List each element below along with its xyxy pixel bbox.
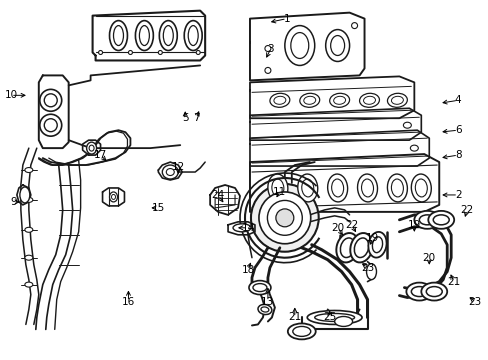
Ellipse shape [25,282,33,287]
Text: 3: 3 [267,44,274,54]
Ellipse shape [287,323,315,339]
Ellipse shape [327,174,347,202]
Ellipse shape [413,211,439,229]
Text: 6: 6 [454,125,461,135]
Text: 20: 20 [330,223,344,233]
Ellipse shape [25,197,33,202]
Text: 19: 19 [407,220,420,230]
Ellipse shape [25,255,33,260]
Ellipse shape [264,45,270,51]
Text: 23: 23 [468,297,481,306]
Ellipse shape [40,89,61,111]
Ellipse shape [299,93,319,107]
Ellipse shape [349,233,372,262]
Ellipse shape [20,187,30,203]
Ellipse shape [159,21,177,50]
Text: 9: 9 [11,197,17,207]
Text: 13: 13 [261,297,274,306]
Ellipse shape [386,174,407,202]
Ellipse shape [351,23,357,28]
Text: 12: 12 [171,162,184,172]
Ellipse shape [109,192,117,202]
Text: 17: 17 [94,150,107,160]
Ellipse shape [264,67,270,73]
Ellipse shape [427,211,453,229]
Ellipse shape [248,280,270,294]
Ellipse shape [409,145,417,151]
Text: 22: 22 [460,205,473,215]
Ellipse shape [269,93,289,107]
Text: 2: 2 [454,190,461,200]
Ellipse shape [336,233,358,262]
Ellipse shape [325,30,349,62]
Ellipse shape [109,21,127,50]
Ellipse shape [403,122,410,128]
Text: 5: 5 [182,113,188,123]
Text: 21: 21 [287,312,301,323]
Ellipse shape [184,21,202,50]
Ellipse shape [233,224,250,232]
Ellipse shape [25,167,33,172]
Text: 25: 25 [323,312,336,323]
Text: 24: 24 [211,190,224,200]
Ellipse shape [421,283,447,301]
Ellipse shape [86,142,96,154]
Text: 1: 1 [283,14,289,24]
Ellipse shape [306,310,361,324]
Ellipse shape [275,209,293,227]
Ellipse shape [367,232,386,258]
Ellipse shape [267,174,287,202]
Text: 15: 15 [151,203,164,213]
Text: 11: 11 [273,187,286,197]
Ellipse shape [297,174,317,202]
Text: 4: 4 [454,95,461,105]
Ellipse shape [128,50,132,54]
Ellipse shape [406,283,431,301]
Text: 10: 10 [4,90,18,100]
Text: 8: 8 [454,150,461,160]
Text: 23: 23 [360,263,373,273]
Ellipse shape [386,93,407,107]
Ellipse shape [250,184,318,252]
Ellipse shape [158,50,162,54]
Ellipse shape [329,93,349,107]
Ellipse shape [259,192,310,244]
Ellipse shape [196,50,200,54]
Ellipse shape [359,93,379,107]
Ellipse shape [25,227,33,232]
Ellipse shape [135,21,153,50]
Text: 14: 14 [241,223,254,233]
Text: 21: 21 [447,276,460,287]
Ellipse shape [99,50,102,54]
Ellipse shape [410,174,430,202]
Text: 7: 7 [192,113,199,123]
Text: 20: 20 [422,253,435,263]
Ellipse shape [258,305,271,315]
Ellipse shape [357,174,377,202]
Text: 22: 22 [344,220,358,230]
Ellipse shape [366,264,376,280]
Ellipse shape [162,165,178,179]
Ellipse shape [285,26,314,66]
Ellipse shape [40,114,61,136]
Text: 16: 16 [122,297,135,306]
Text: 19: 19 [365,233,378,243]
Text: 18: 18 [241,265,254,275]
Ellipse shape [334,316,352,327]
